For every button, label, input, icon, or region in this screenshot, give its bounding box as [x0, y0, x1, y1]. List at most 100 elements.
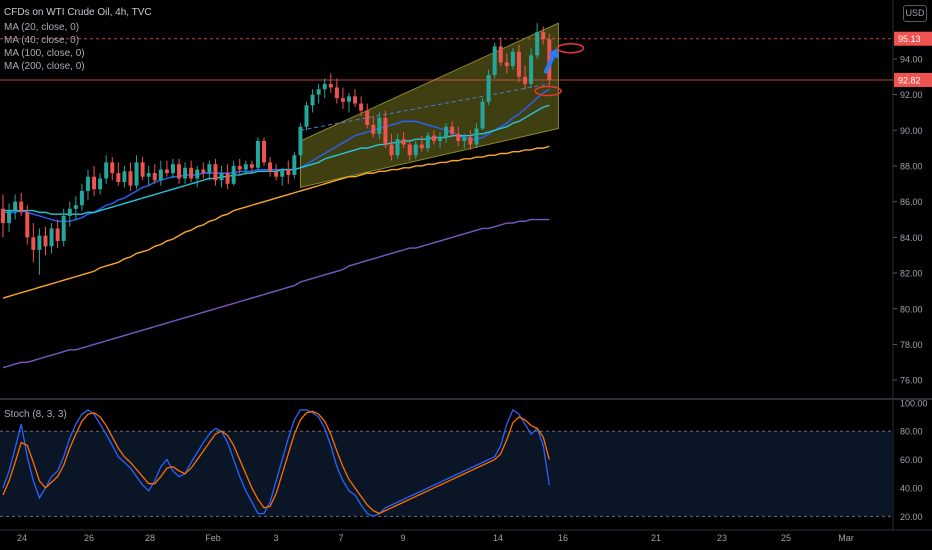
candle	[98, 173, 103, 195]
candle	[359, 96, 364, 117]
stoch-tick-label: 20.00	[900, 512, 923, 522]
stoch-line-d	[2, 410, 550, 515]
candle-body	[359, 103, 364, 111]
legend-ma40[interactable]: MA (40, close, 0)	[4, 35, 80, 46]
candle-body	[158, 169, 163, 181]
candle-body	[104, 162, 109, 179]
ma-line-2	[2, 145, 550, 299]
candle-body	[389, 144, 394, 156]
legend-ma200[interactable]: MA (200, close, 0)	[4, 61, 85, 72]
candle	[480, 98, 485, 131]
candle	[444, 123, 449, 143]
candle	[213, 158, 218, 186]
price-label-box	[894, 72, 932, 87]
candle-body	[504, 62, 509, 67]
candle-body	[237, 165, 242, 170]
candle-body	[340, 98, 345, 102]
candle	[128, 162, 133, 191]
time-tick-label: 24	[17, 533, 27, 543]
candle	[371, 116, 376, 138]
candle-body	[110, 162, 115, 174]
currency-badge[interactable]: USD	[903, 5, 927, 22]
candle-body	[219, 173, 224, 181]
time-tick-label: 28	[145, 533, 155, 543]
candle-body	[413, 144, 418, 156]
candle	[225, 164, 230, 190]
candle-body	[450, 126, 455, 134]
candle-body	[486, 74, 491, 102]
candle-body	[262, 140, 267, 163]
candle	[1, 194, 5, 238]
candle-body	[444, 126, 449, 138]
stoch-tick-label: 40.00	[900, 483, 923, 493]
stoch-tick-label: 100.00	[900, 398, 928, 408]
candle	[164, 160, 169, 177]
candle	[274, 164, 279, 181]
legend-ma100[interactable]: MA (100, close, 0)	[4, 48, 85, 59]
stoch-tick-label: 60.00	[900, 455, 923, 465]
candle	[334, 78, 339, 104]
chart-title: CFDs on WTI Crude Oil, 4h, TVC	[4, 7, 152, 18]
candle-body	[480, 101, 485, 129]
candle-body	[19, 201, 24, 213]
candle	[37, 228, 42, 275]
price-tick-label: 86.00	[900, 197, 923, 207]
candle-body	[377, 117, 382, 134]
candle-body	[128, 171, 133, 186]
candle	[207, 160, 212, 181]
price-tick-label: 90.00	[900, 126, 923, 136]
candle	[498, 37, 503, 67]
candle-body	[438, 137, 443, 141]
price-tick-label: 88.00	[900, 161, 923, 171]
candle	[298, 123, 303, 159]
candle	[92, 165, 97, 197]
price-tick-label: 92.00	[900, 90, 923, 100]
time-tick-label: 7	[338, 533, 343, 543]
candle	[201, 162, 206, 179]
candle	[268, 157, 273, 177]
candle-body	[498, 46, 503, 63]
candle	[67, 201, 72, 227]
candle-body	[243, 164, 248, 170]
candle-body	[13, 201, 18, 211]
stoch-tick-label: 80.00	[900, 427, 923, 437]
candle	[419, 135, 424, 152]
candle-body	[25, 212, 30, 238]
candle-body	[286, 169, 291, 175]
candle-body	[116, 173, 121, 183]
candle	[316, 83, 321, 104]
candle	[383, 110, 388, 149]
candle-body	[195, 169, 200, 179]
legend-ma20[interactable]: MA (20, close, 0)	[4, 22, 80, 33]
candle-body	[328, 83, 333, 88]
candle-body	[177, 164, 182, 179]
candle	[413, 140, 418, 159]
candle	[523, 66, 528, 90]
candle	[401, 132, 406, 149]
time-tick-label: 25	[781, 533, 791, 543]
candle-body	[516, 51, 521, 77]
candle-body	[146, 173, 151, 177]
trend-arrow-shaft	[543, 55, 556, 75]
candle-body	[49, 228, 54, 247]
candle-body	[225, 173, 230, 184]
candle	[231, 160, 236, 186]
candle	[529, 48, 534, 88]
candle-body	[304, 105, 309, 127]
candle	[140, 157, 145, 181]
time-tick-label: 23	[717, 533, 727, 543]
candle-body	[37, 235, 42, 250]
candle	[474, 123, 479, 149]
price-label-box	[894, 31, 932, 46]
candle	[310, 89, 315, 113]
price-tick-label: 84.00	[900, 233, 923, 243]
stoch-band	[0, 431, 893, 517]
candle-body	[462, 137, 467, 141]
candle	[456, 126, 461, 147]
candle	[389, 133, 394, 161]
candle	[346, 92, 351, 113]
candle-body	[292, 155, 297, 175]
stochastic-title[interactable]: Stoch (8, 3, 3)	[4, 409, 67, 420]
candle-body	[92, 176, 97, 190]
